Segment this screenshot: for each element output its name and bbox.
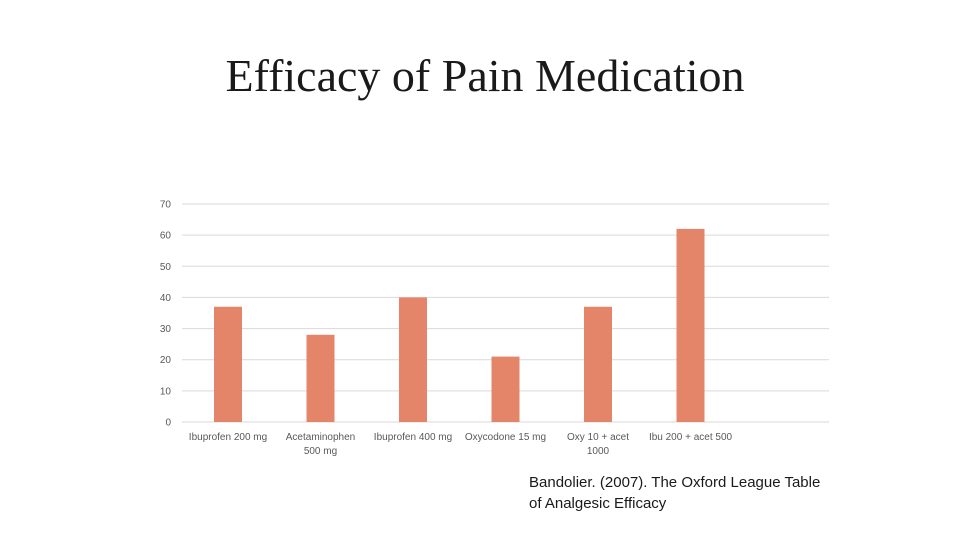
y-tick-label-30: 30 (160, 324, 172, 335)
y-tick-label-70: 70 (160, 200, 172, 211)
y-tick-label-60: 60 (160, 231, 172, 242)
bar-2 (306, 334, 335, 422)
y-tick-label-20: 20 (160, 355, 172, 366)
x-category-label-2-line-2: 500 mg (304, 446, 337, 457)
bar-6 (676, 228, 705, 422)
bar-5 (584, 306, 612, 422)
bar-4 (491, 356, 520, 422)
x-category-label-5-line-2: 1000 (587, 446, 610, 457)
x-category-label-2-line-1: Acetaminophen (286, 432, 356, 443)
y-tick-label-0: 0 (165, 418, 171, 429)
slide-title: Efficacy of Pain Medication (225, 50, 745, 101)
bar-3 (399, 297, 427, 422)
x-category-label-6: Ibu 200 + acet 500 (649, 432, 733, 443)
bar-1 (214, 306, 242, 422)
y-tick-label-10: 10 (160, 386, 172, 397)
citation-text: Bandolier. (2007). The Oxford League Tab… (529, 474, 821, 512)
x-category-label-5-line-1: Oxy 10 + acet (567, 432, 629, 443)
x-category-label-3: Ibuprofen 400 mg (374, 432, 452, 443)
y-tick-label-50: 50 (160, 262, 172, 273)
y-tick-label-40: 40 (160, 293, 172, 304)
x-category-label-1: Ibuprofen 200 mg (189, 432, 267, 443)
x-category-label-4: Oxycodone 15 mg (465, 432, 546, 443)
